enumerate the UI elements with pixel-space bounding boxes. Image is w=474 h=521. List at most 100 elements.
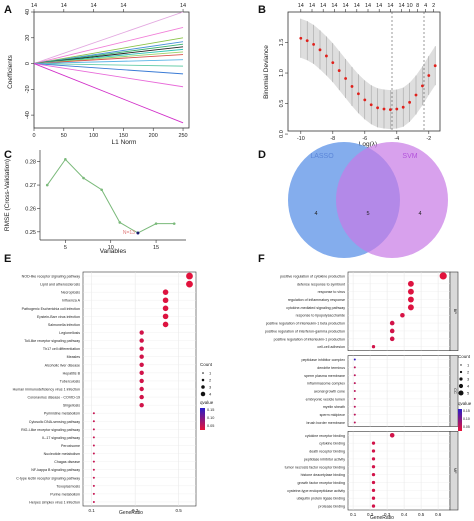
- y-tick-label: 0: [25, 62, 31, 65]
- pathway-label: Toxoplasmosis: [56, 484, 80, 488]
- pathway-dot: [139, 386, 144, 392]
- pathway-label: Necroptosis: [61, 291, 80, 295]
- x-tick-label: -4: [394, 136, 399, 142]
- count-legend-label: 4: [209, 392, 212, 397]
- x-tick-label: 0.3: [384, 512, 391, 517]
- count-legend-label: 4: [467, 384, 470, 389]
- term-label: positive regulation of interleukin-1 bet…: [266, 322, 345, 326]
- term-label: sperm plasma membrane: [304, 374, 345, 378]
- facet-strip-label: BP: [453, 309, 458, 315]
- x-tick-label: 0.2: [367, 512, 374, 517]
- count-legend-dot: [200, 391, 206, 397]
- rmse-line: [46, 158, 175, 234]
- term-label: peptidase inhibitor activity: [304, 457, 345, 461]
- deviance-point: [421, 84, 424, 88]
- term-dot: [371, 441, 376, 445]
- x-tick-label: 0.1: [350, 512, 357, 517]
- qvalue-legend-label: 0.10: [207, 416, 214, 420]
- top-tick-label: 14: [298, 3, 304, 9]
- deviance-point: [363, 98, 367, 102]
- panel-c: C N=13 5 10 15 0.25 0.26 0.27 0.28 Variables RM…: [4, 149, 186, 255]
- y-tick-label: 40: [25, 9, 31, 15]
- x-tick-label: 0.5: [175, 508, 182, 513]
- panel-f-xlabel: GeneRatio: [370, 515, 394, 521]
- term-label: positive regulation of interleukin-1 pro…: [274, 337, 345, 341]
- pathway-dot: [92, 460, 95, 463]
- count-legend-label: 1: [209, 371, 212, 376]
- term-label: cytokine binding: [319, 442, 345, 446]
- facet-strip-mf: [449, 431, 459, 511]
- count-legend-title: Count: [200, 362, 213, 367]
- count-legend-title: Count: [458, 354, 471, 359]
- x-tick-label: 10: [108, 245, 114, 251]
- count-legend-dot: [201, 385, 205, 389]
- pathway-dot: [92, 452, 95, 455]
- pathway-label: Herpes simplex virus 1 infection: [29, 500, 80, 504]
- term-dot: [371, 488, 376, 492]
- rmse-point: [45, 183, 49, 187]
- pathway-dot: [139, 330, 144, 335]
- term-dot: [407, 304, 414, 311]
- pathway-label: Pyrimidine metabolism: [44, 412, 80, 416]
- term-label: defense response to symbiont: [297, 282, 345, 286]
- y-tick-label: 0.27: [25, 183, 36, 189]
- deviance-point: [408, 100, 411, 104]
- term-dot: [389, 336, 395, 342]
- term-dot: [389, 320, 395, 326]
- term-dot: [407, 288, 414, 295]
- panel-e-xlabel: GeneRatio: [119, 510, 143, 516]
- x-tick-label: 0.5: [418, 512, 425, 517]
- pathway-label: Salmonella infection: [48, 323, 80, 327]
- deviance-point: [299, 36, 303, 40]
- panel-c-plot: N=13 5 10 15 0.25 0.26 0.27 0.28: [25, 150, 186, 251]
- pathway-label: NOD-like receptor signaling pathway: [22, 275, 81, 279]
- pathway-dot: [92, 420, 95, 423]
- top-tick-label: 14: [365, 3, 371, 9]
- rmse-point: [82, 176, 85, 180]
- panel-a-ylabel: Coefficients: [7, 54, 14, 89]
- term-dot: [353, 390, 356, 392]
- panel-d-label: D: [258, 149, 266, 161]
- panel-b: B -10 -8 -6 -4 -20.00.51.01.514 14 14 14 14 14 14 1…: [258, 3, 441, 148]
- term-dot: [371, 457, 376, 461]
- count-legend-dot: [458, 390, 464, 396]
- top-tick-label: 14: [31, 3, 37, 9]
- x-tick-label: -2: [426, 136, 431, 142]
- term-dot: [353, 421, 356, 424]
- panel-f-plot: BP positive regulation of cytokine produc…: [265, 271, 459, 517]
- qvalue-legend-label: 0.15: [463, 409, 470, 413]
- pathway-dot: [162, 313, 169, 320]
- x-tick-label: 0.4: [401, 512, 408, 517]
- pathway-label: RIG-I-like receptor signaling pathway: [21, 428, 80, 432]
- pathway-label: Nucleotide metabolism: [44, 452, 80, 456]
- venn-lasso-label: LASSO: [310, 153, 334, 160]
- term-dot: [353, 405, 356, 408]
- pathway-dot: [139, 362, 144, 367]
- pathway-dot: [92, 476, 95, 479]
- deviance-point: [357, 92, 360, 96]
- deviance-point: [427, 74, 431, 77]
- rmse-point: [118, 221, 122, 224]
- deviance-point: [414, 93, 418, 97]
- pathway-label: Alcoholic liver disease: [45, 363, 80, 367]
- y-tick-label: 20: [25, 35, 31, 41]
- pathway-dot: [139, 402, 144, 408]
- rmse-point: [100, 188, 103, 192]
- pathway-dot: [92, 428, 95, 431]
- qvalue-legend-label: 0.05: [207, 424, 214, 428]
- pathway-label: Coronavirus disease - COVID-19: [27, 396, 80, 400]
- panel-c-label: C: [4, 149, 12, 161]
- term-label: myelin sheath: [323, 405, 345, 409]
- top-tick-label: 14: [376, 3, 382, 9]
- term-dot: [389, 328, 395, 334]
- term-label: growth factor receptor binding: [297, 481, 345, 485]
- y-tick-label: 0.25: [25, 230, 36, 236]
- deviance-point: [344, 77, 347, 80]
- term-label: response to lipopolysaccharide: [296, 314, 345, 318]
- coef-path-3: [33, 37, 184, 64]
- top-tick-label: 10: [407, 3, 413, 9]
- pathway-label: IL-17 signaling pathway: [42, 436, 80, 440]
- pathway-dot: [92, 436, 95, 439]
- term-label: response to virus: [318, 290, 346, 294]
- term-label: cell-cell adhesion: [317, 345, 345, 349]
